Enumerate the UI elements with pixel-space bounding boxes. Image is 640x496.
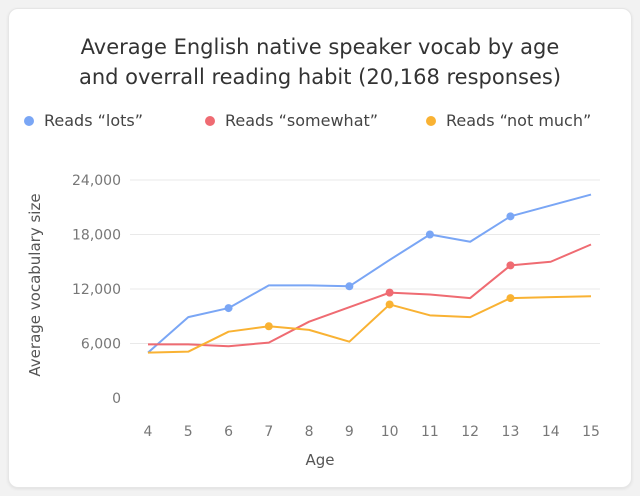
x-tick-label: 8 — [305, 424, 314, 440]
x-axis-ticks: 4 5 6 7 8 9 10 11 12 13 14 15 — [144, 424, 600, 440]
legend-marker — [24, 115, 34, 126]
y-tick-label: 24,000 — [72, 173, 121, 189]
data-point-0 — [224, 304, 233, 313]
x-tick-label: 15 — [582, 424, 600, 440]
x-tick-label: 9 — [345, 424, 354, 440]
data-point-1 — [385, 288, 394, 297]
legend-item-somewhat[interactable]: Reads “somewhat” — [205, 111, 378, 130]
legend-marker — [205, 115, 215, 126]
series-line-0 — [147, 193, 592, 354]
legend-marker — [426, 115, 436, 126]
data-point-2 — [385, 300, 394, 309]
data-point-0 — [506, 212, 515, 221]
legend-item-not-much[interactable]: Reads “not much” — [426, 111, 591, 130]
x-tick-label: 13 — [502, 424, 520, 440]
y-axis-ticks: 0 6,000 12,000 18,000 24,000 — [72, 173, 121, 407]
x-tick-label: 12 — [461, 424, 479, 440]
series-lines — [147, 193, 592, 354]
y-tick-label: 6,000 — [81, 337, 121, 353]
data-point-2 — [506, 294, 515, 303]
chart-legend: Reads “lots” Reads “somewhat” Reads “not… — [0, 111, 640, 135]
x-tick-label: 5 — [184, 424, 193, 440]
data-point-2 — [264, 322, 273, 331]
legend-label: Reads “not much” — [446, 111, 592, 130]
chart-title: Average English native speaker vocab by … — [78, 35, 562, 89]
x-tick-label: 11 — [421, 424, 439, 440]
data-point-1 — [506, 261, 515, 270]
series-line-1 — [148, 243, 592, 348]
x-axis-title: Age — [305, 451, 334, 469]
x-tick-label: 4 — [144, 424, 153, 440]
legend-label: Reads “somewhat” — [225, 111, 379, 130]
x-tick-label: 6 — [224, 424, 233, 440]
series-markers — [224, 212, 515, 331]
y-tick-label: 0 — [112, 391, 121, 407]
x-tick-label: 10 — [381, 424, 399, 440]
y-axis-title: Average vocabulary size — [26, 193, 44, 376]
x-tick-label: 14 — [542, 424, 560, 440]
y-tick-label: 12,000 — [72, 282, 121, 298]
gridlines — [130, 179, 600, 344]
legend-label: Reads “lots” — [44, 111, 144, 130]
x-tick-label: 7 — [264, 424, 273, 440]
chart-card — [8, 8, 632, 488]
data-point-0 — [425, 230, 434, 239]
series-line-2 — [147, 295, 592, 354]
y-tick-label: 18,000 — [72, 228, 121, 244]
data-point-0 — [345, 282, 354, 291]
legend-item-lots[interactable]: Reads “lots” — [24, 111, 143, 130]
